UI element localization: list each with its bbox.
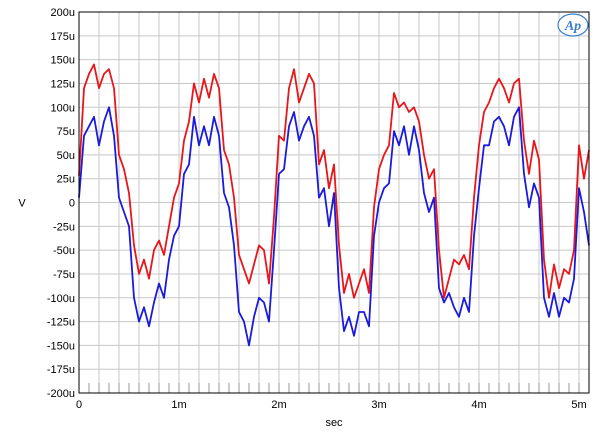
ap-logo: Ap: [557, 13, 589, 37]
x-tick-label: 2m: [271, 399, 286, 411]
logo-ring-icon: [557, 13, 589, 37]
y-axis-ticks: 200u 175u 150u 125u 100u 75u 50u 25u 0 -25u -50u -7…: [47, 7, 75, 400]
x-tick-label: 0: [76, 399, 82, 411]
series-group: [78, 63, 590, 347]
x-tick-label: 1m: [171, 399, 186, 411]
y-tick-label: 100u: [51, 102, 75, 114]
y-tick-label: -125u: [47, 317, 75, 329]
y-tick-label: 0: [69, 198, 75, 210]
y-tick-label: 200u: [51, 7, 75, 19]
minor-ticks: [88, 383, 580, 393]
y-tick-label: -100u: [47, 293, 75, 305]
y-tick-label: 150u: [51, 55, 75, 67]
series-line-2: [78, 106, 590, 347]
y-tick-label: 50u: [57, 150, 75, 162]
y-tick-label: -25u: [53, 221, 75, 233]
x-axis-label: sec: [325, 417, 343, 429]
y-tick-label: -75u: [53, 269, 75, 281]
x-tick-label: 5m: [571, 399, 586, 411]
y-tick-label: -150u: [47, 340, 75, 352]
y-axis-label: V: [18, 198, 26, 210]
y-tick-label: 125u: [51, 78, 75, 90]
y-tick-label: 175u: [51, 31, 75, 43]
x-tick-label: 3m: [371, 399, 386, 411]
y-tick-label: 75u: [57, 126, 75, 138]
logo-text: Ap: [564, 19, 581, 34]
plot-frame: [78, 11, 590, 394]
grid: [78, 11, 589, 394]
y-tick-label: 25u: [57, 174, 75, 186]
y-tick-label: -50u: [53, 245, 75, 257]
x-tick-label: 4m: [471, 399, 486, 411]
y-tick-label: -175u: [47, 364, 75, 376]
series-line-1: [78, 63, 590, 299]
y-tick-label: -200u: [47, 388, 75, 400]
x-axis-ticks: 0 1m 2m 3m 4m 5m: [76, 399, 587, 411]
